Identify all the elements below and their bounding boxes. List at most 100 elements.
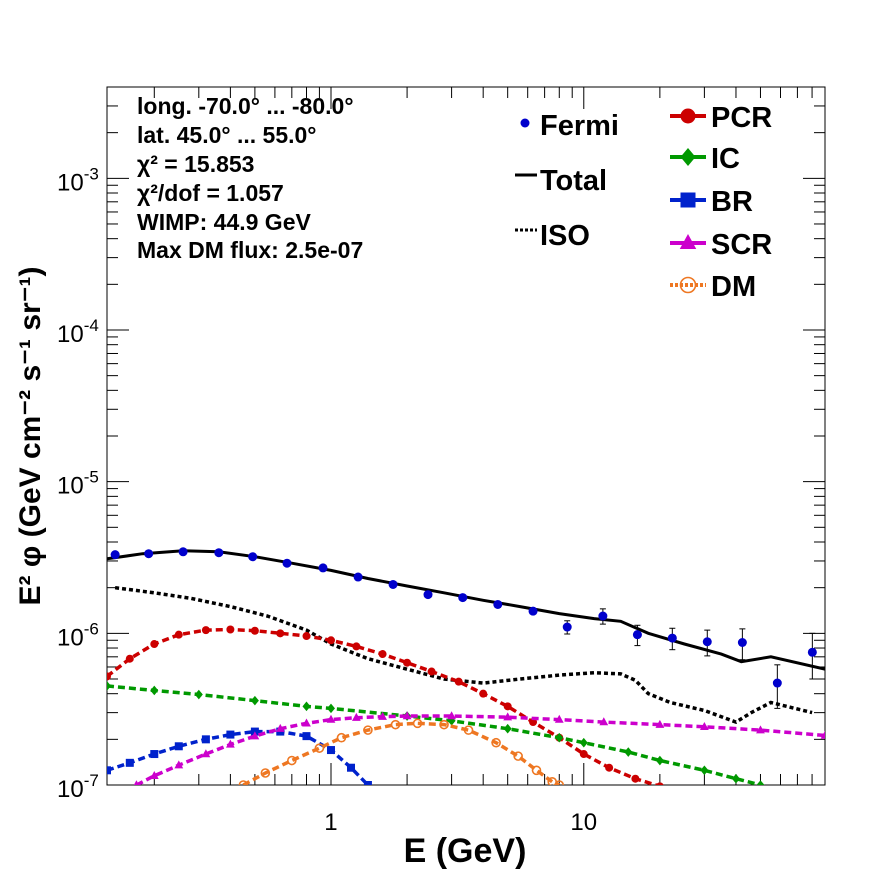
- annotation-longitude: long. -70.0° ... -80.0°: [137, 93, 354, 119]
- series-scr-point: [326, 714, 336, 723]
- fermi-point: [248, 552, 258, 562]
- annotation-max-dm-flux: Max DM flux: 2.5e-07: [137, 237, 363, 263]
- series-br-point: [125, 758, 134, 767]
- series-ic-point: [107, 681, 111, 691]
- fermi-point: [598, 611, 608, 621]
- series-pcr-point: [125, 654, 134, 663]
- fermi-point: [632, 630, 642, 640]
- series-pcr-point: [605, 763, 614, 772]
- fermi-point: [562, 622, 572, 632]
- legend-dm-marker: [679, 276, 697, 294]
- series-ic-point: [150, 685, 159, 696]
- series-pcr-point: [302, 632, 311, 641]
- series-br-point: [107, 766, 111, 775]
- fermi-point: [458, 593, 468, 603]
- legend-left: Fermi Total ISO: [515, 110, 619, 252]
- series-pcr-point: [107, 672, 111, 681]
- series-scr-point: [302, 718, 311, 727]
- legend-pcr-marker: [680, 108, 696, 124]
- series-ic-point: [447, 716, 456, 726]
- series-scr-point: [174, 760, 184, 769]
- series-ic-point: [326, 703, 335, 714]
- series-ic-point: [250, 695, 259, 706]
- series-ic-point: [555, 732, 564, 743]
- series-ic-point: [302, 701, 311, 712]
- annotation-chi2-dof: χ²/dof = 1.057: [137, 180, 284, 206]
- series-pcr-point: [631, 774, 640, 783]
- axis-ticks: [107, 86, 826, 786]
- fermi-point: [282, 558, 292, 568]
- series-scr-point: [554, 714, 564, 723]
- fermi-point: [772, 678, 782, 688]
- legend-fermi-swatch: [520, 118, 530, 128]
- legend-scr-marker: [679, 234, 697, 249]
- series-br-point: [150, 750, 159, 759]
- series-scr-point: [756, 725, 765, 734]
- fermi-point: [807, 647, 817, 657]
- series-scr-point: [149, 770, 159, 779]
- series-br-point: [226, 730, 235, 739]
- series-scr-point: [250, 731, 260, 740]
- fermi-point: [528, 606, 538, 616]
- series-scr-point: [699, 721, 709, 730]
- series-dm-point: [463, 725, 474, 735]
- series-pcr-point: [656, 782, 664, 785]
- fermi-point: [737, 638, 747, 648]
- x-axis-label: E (GeV): [404, 832, 527, 870]
- series-ic-point: [700, 765, 709, 776]
- series-scr-point: [820, 730, 825, 739]
- fermi-point: [423, 590, 433, 600]
- annotation-wimp: WIMP: 44.9 GeV: [137, 209, 311, 235]
- series-ic-point: [624, 747, 633, 757]
- series-scr-point: [201, 749, 211, 758]
- series-ic-point: [579, 737, 588, 748]
- legend-br-marker: [680, 192, 696, 208]
- series-ic-line: [107, 684, 761, 785]
- series-scr-point: [351, 712, 361, 721]
- fermi-point: [388, 579, 398, 589]
- y-tick-label: 10-5: [57, 468, 99, 500]
- series-br-point: [302, 732, 311, 741]
- legend-ic-marker: [680, 148, 696, 166]
- legend-fermi-label: Fermi: [540, 110, 619, 142]
- series-dm-point: [336, 732, 347, 743]
- series-dm-point: [439, 719, 449, 730]
- series-pcr-point: [326, 636, 335, 645]
- series-dm-point: [314, 743, 325, 753]
- tick-labels: 1 10 10-7 10-6 10-5 10-4 10-3: [57, 164, 597, 836]
- x-tick-label: 1: [324, 809, 337, 836]
- y-tick-label: 10-6: [57, 619, 99, 651]
- x-tick-label: 10: [570, 809, 597, 836]
- annotation-latitude: lat. 45.0° ... 55.0°: [137, 122, 317, 148]
- series-pcr-point: [403, 658, 412, 667]
- fermi-point: [178, 547, 188, 557]
- series-scr-point: [655, 719, 665, 728]
- series-pcr-point: [503, 702, 512, 711]
- y-tick-label: 10-4: [57, 316, 99, 348]
- series-ic-point: [731, 773, 740, 784]
- series-dm-point: [238, 780, 249, 785]
- series-pcr-point: [378, 650, 387, 659]
- series-ic-point: [655, 755, 664, 766]
- series-dm-point: [531, 765, 542, 776]
- series-pcr-point: [150, 640, 159, 649]
- series-pcr-point: [352, 642, 361, 651]
- series-pcr-point: [579, 750, 588, 759]
- series-pcr-point: [201, 626, 210, 635]
- series-br-point: [174, 742, 183, 751]
- fermi-point: [144, 549, 154, 559]
- series-dm-point: [554, 780, 565, 785]
- series-br-line: [107, 729, 370, 785]
- series-br-point: [347, 763, 356, 772]
- legend-right: PCR IC BR SCR DM: [670, 102, 772, 303]
- series-ic-point: [194, 689, 203, 700]
- fermi-point: [318, 563, 328, 573]
- series-scr-point: [275, 723, 285, 732]
- series-scr-point: [503, 712, 513, 721]
- series-ic-point: [756, 780, 765, 785]
- series-br-point: [363, 781, 372, 785]
- y-tick-label: 10-7: [57, 771, 99, 803]
- legend-pcr-label: PCR: [711, 102, 772, 134]
- legend-dm-label: DM: [711, 271, 756, 303]
